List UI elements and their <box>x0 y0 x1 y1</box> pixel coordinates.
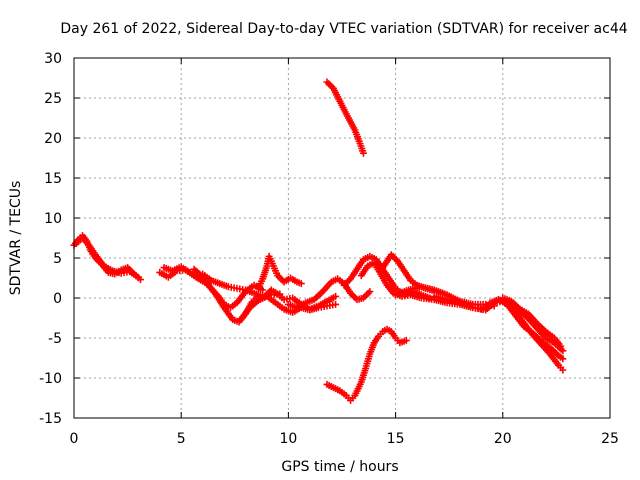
y-tick-label: -10 <box>39 371 62 387</box>
x-tick-label: 5 <box>177 431 186 447</box>
y-tick-label: 5 <box>53 251 62 267</box>
data-point <box>359 149 367 157</box>
y-tick-labels: -15 -10 -5 0 5 10 15 20 25 30 <box>39 51 62 427</box>
x-tick-labels: 0 5 10 15 20 25 <box>70 431 619 447</box>
y-tick-label: 0 <box>53 291 62 307</box>
series-track-19 <box>499 294 565 350</box>
grid <box>74 58 610 418</box>
data-point <box>559 366 567 374</box>
x-tick-label: 10 <box>279 431 297 447</box>
data-point <box>134 273 142 281</box>
plot-area <box>70 78 567 404</box>
data-point <box>366 288 374 296</box>
chart-title: Day 261 of 2022, Sidereal Day-to-day VTE… <box>60 21 627 37</box>
series-track-10 <box>323 78 367 157</box>
series-track-5 <box>190 265 267 312</box>
y-tick-label: 25 <box>44 91 62 107</box>
series-track-7 <box>254 252 305 292</box>
data-point <box>557 342 565 350</box>
plot-frame <box>73 57 611 419</box>
x-tick-label: 15 <box>387 431 405 447</box>
y-tick-label: 10 <box>44 211 62 227</box>
y-tick-label: 15 <box>44 171 62 187</box>
data-point <box>297 280 305 288</box>
y-tick-label: 30 <box>44 51 62 67</box>
x-tick-label: 0 <box>70 431 79 447</box>
y-tick-label: -15 <box>39 411 62 427</box>
data-point <box>332 300 340 308</box>
x-axis-label: GPS time / hours <box>281 459 398 475</box>
series-track-9 <box>284 275 374 312</box>
data-point <box>402 336 410 344</box>
series-track-18 <box>495 296 567 363</box>
data-point <box>559 347 567 355</box>
data-point <box>559 355 567 363</box>
data-point <box>259 286 267 294</box>
y-tick-label: 20 <box>44 131 62 147</box>
y-tick-label: -5 <box>48 331 62 347</box>
series-track-11 <box>323 325 410 404</box>
series-track-2 <box>72 234 142 281</box>
x-tick-label: 25 <box>601 431 619 447</box>
x-tick-label: 20 <box>494 431 512 447</box>
data-point <box>332 292 340 300</box>
y-axis-label: SDTVAR / TECUs <box>8 181 24 296</box>
